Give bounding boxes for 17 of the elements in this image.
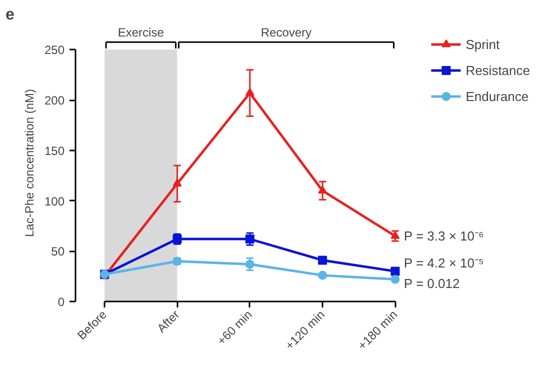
legend-label: Resistance [466, 62, 530, 78]
y-tick-label: 0 [58, 295, 65, 309]
x-tick-label: +60 min [214, 308, 255, 348]
y-tick-label: 150 [44, 144, 65, 158]
annotation: P = 0.012 [404, 276, 460, 291]
y-tick-label: 200 [44, 94, 65, 108]
annotation: P = 3.3 × 10⁻⁶ [404, 228, 484, 244]
y-tick-label: 50 [51, 244, 65, 259]
annotation: P = 4.2 × 10⁻⁵ [404, 256, 484, 271]
band-label: Exercise [118, 26, 164, 40]
text: e [6, 6, 14, 24]
y-tick-label: 100 [44, 194, 65, 208]
legend-label: Endurance [466, 88, 529, 104]
y-axis-title: Lac-Phe concentration (nM) [22, 88, 36, 238]
y-tick-label: 250 [44, 43, 65, 58]
legend-label: Sprint [466, 36, 500, 52]
band-label: Recovery [260, 26, 312, 40]
